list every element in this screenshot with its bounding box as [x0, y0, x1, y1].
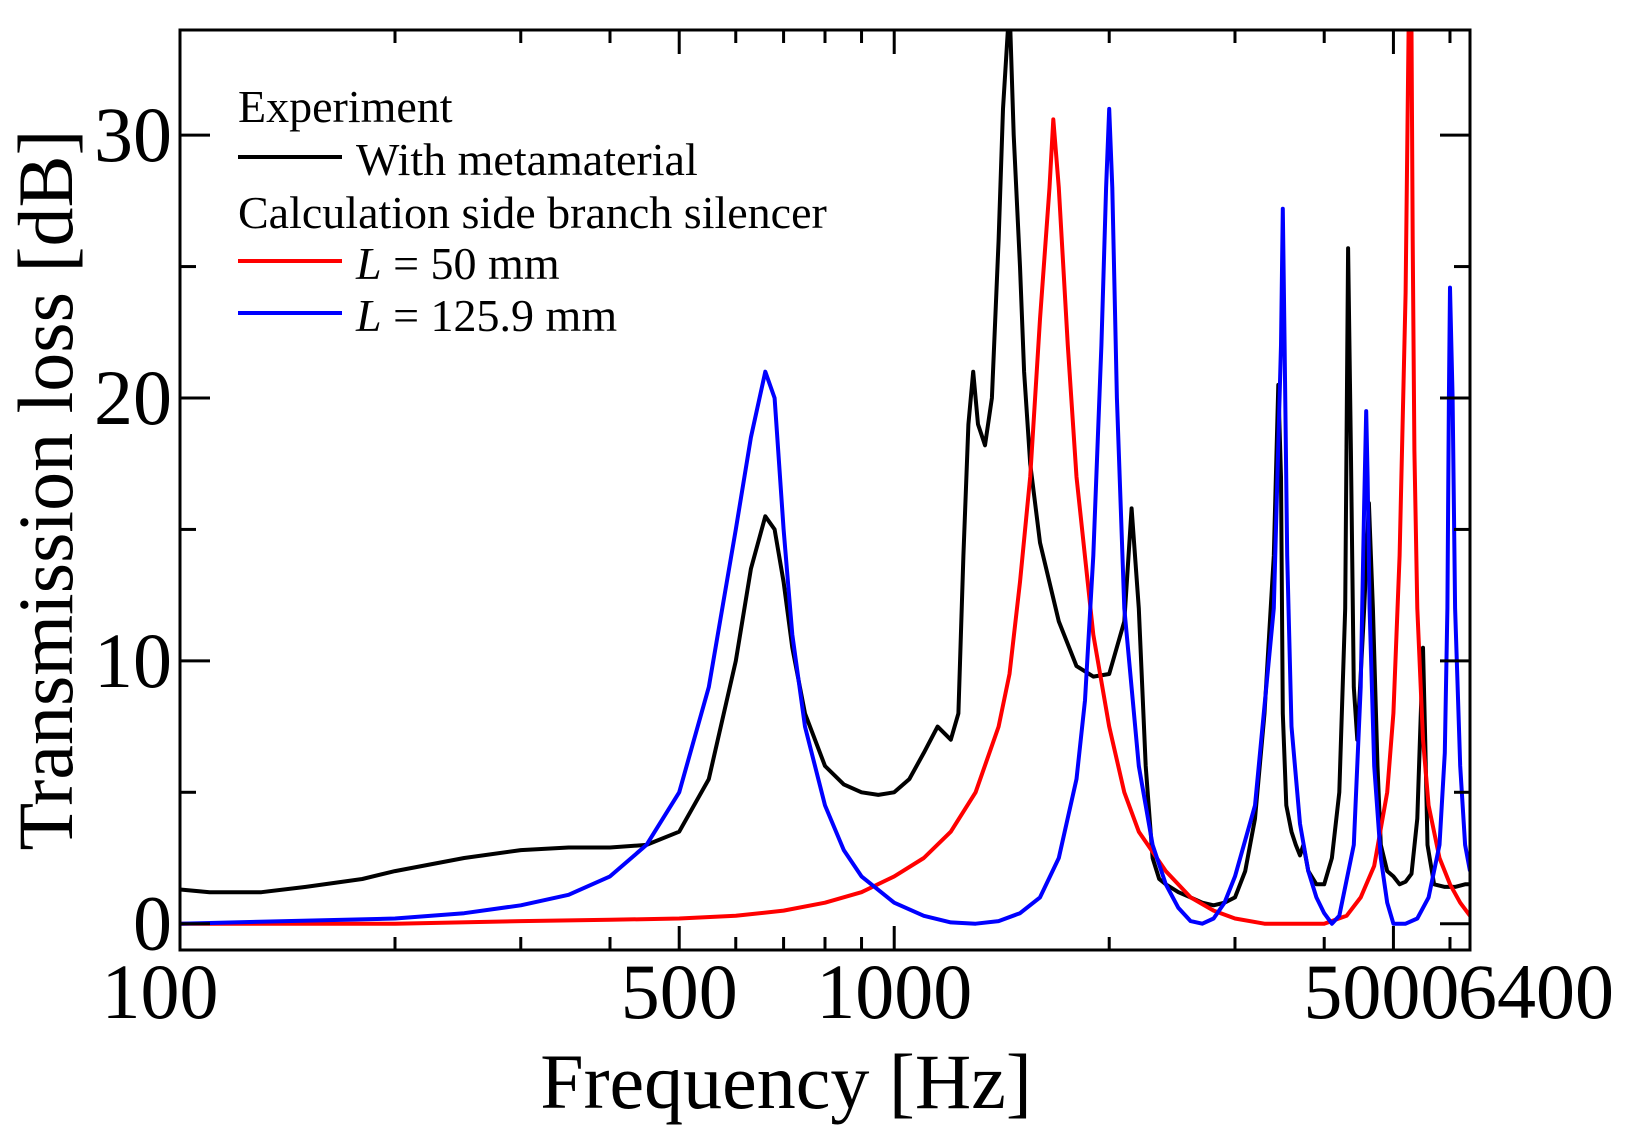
y-axis-title: Transmission loss [dB] [2, 130, 89, 851]
legend-label-L50: L = 50 mm [355, 238, 560, 289]
legend-variable-label: L [355, 238, 382, 289]
legend-label-experiment: With metamaterial [356, 134, 698, 185]
legend-group-calculation-title: Calculation side branch silencer [238, 187, 827, 238]
legend-label-L125: L = 125.9 mm [355, 290, 617, 341]
series-layer [180, 30, 1470, 926]
x-tick-label: 6400 [1458, 948, 1614, 1035]
ticks-layer [178, 30, 1472, 950]
y-tick-label: 0 [133, 880, 172, 967]
y-tick-label: 20 [94, 354, 172, 441]
x-tick-label: 500 [621, 948, 738, 1035]
x-tick-label: 5000 [1303, 948, 1459, 1035]
x-tick-label: 1000 [816, 948, 972, 1035]
series-line-L50 [180, 30, 1470, 926]
legend-value-label: = 125.9 mm [382, 290, 618, 341]
series-line-L125 [180, 106, 1470, 926]
y-tick-label: 10 [94, 617, 172, 704]
legend-value-label: = 50 mm [382, 238, 560, 289]
x-axis-title: Frequency [Hz] [540, 1038, 1032, 1125]
y-tick-label: 30 [94, 91, 172, 178]
legend-variable-label: L [355, 290, 382, 341]
x-tick-label: 100 [102, 948, 219, 1035]
legend-group-experiment-title: Experiment [238, 81, 453, 132]
legend: Experiment Calculation side branch silen… [238, 81, 827, 341]
